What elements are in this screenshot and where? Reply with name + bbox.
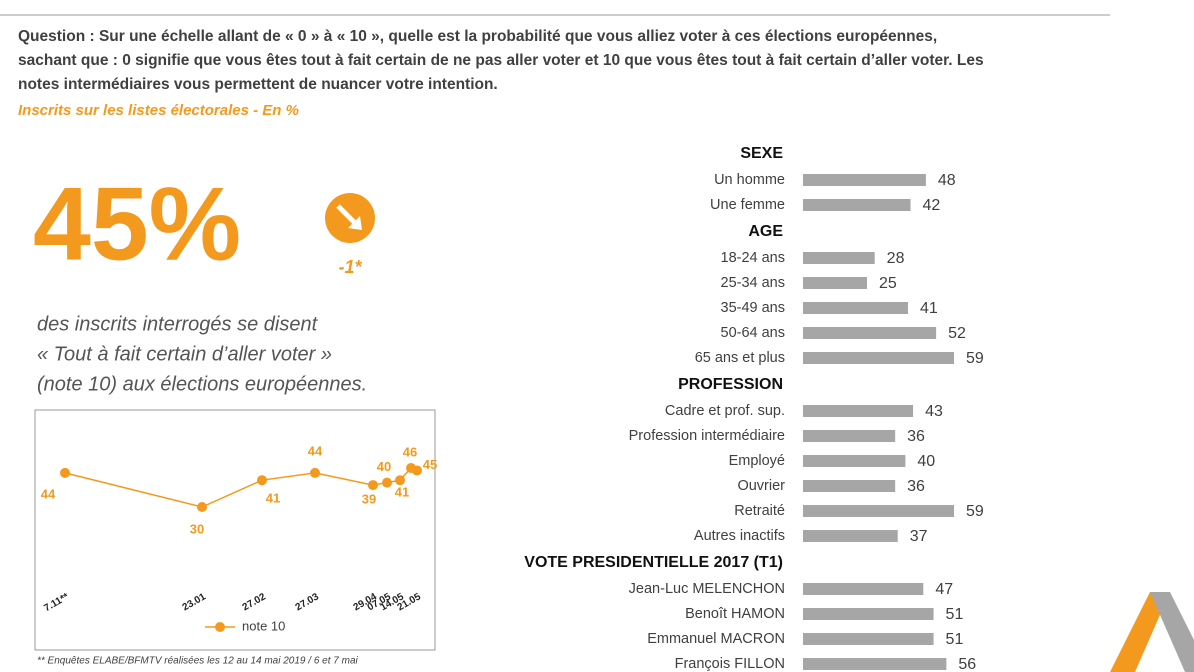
bar [803, 405, 914, 417]
legend-label: note 10 [242, 618, 285, 633]
headline-change: -1* [338, 257, 362, 277]
value-label: 59 [966, 350, 984, 367]
value-label: 48 [938, 172, 956, 189]
footnote: ** Enquêtes ELABE/BFMTV réalisées les 12… [37, 656, 359, 667]
value-label: 52 [948, 325, 966, 342]
logo [1110, 592, 1194, 672]
point [412, 465, 422, 476]
data-label: 40 [377, 459, 391, 474]
category-label: Retraité [734, 503, 785, 519]
bar [803, 608, 934, 620]
bar [803, 199, 911, 211]
category-label: Employé [729, 453, 785, 469]
headline-value: 45% [33, 166, 241, 282]
question-line: Question : Sur une échelle allant de « 0… [18, 28, 937, 45]
x-tick-label: 27.02 [241, 591, 269, 613]
group-header: SEXE [740, 145, 783, 162]
value-label: 36 [907, 478, 925, 495]
category-label: Profession intermédiaire [629, 428, 785, 444]
data-label: 41 [266, 491, 280, 506]
x-tick-label: 23.01 [181, 591, 209, 613]
x-tick-label: 7.11** [42, 591, 71, 614]
value-label: 40 [917, 453, 935, 470]
bar [803, 252, 875, 264]
statement-line: (note 10) aux élections européennes. [37, 373, 367, 395]
value-label: 36 [907, 428, 925, 445]
bar [803, 658, 947, 670]
category-label: 50-64 ans [721, 325, 786, 341]
bar [803, 530, 898, 542]
bar [803, 302, 908, 314]
bar [803, 633, 934, 645]
category-label: 18-24 ans [721, 250, 786, 266]
data-label: 41 [395, 485, 409, 500]
point [382, 477, 392, 488]
trend-icon [325, 193, 375, 243]
category-label: 35-49 ans [721, 300, 786, 316]
category-label: Cadre et prof. sup. [665, 403, 785, 419]
line-chart-frame [34, 409, 436, 651]
value-label: 47 [935, 581, 953, 598]
point [197, 502, 207, 512]
bar [803, 352, 955, 364]
statement-line: « Tout à fait certain d’aller voter » [37, 343, 332, 365]
group-header: VOTE PRESIDENTIELLE 2017 (T1) [524, 554, 783, 571]
value-label: 59 [966, 503, 984, 520]
point [368, 480, 378, 491]
category-label: Autres inactifs [694, 528, 785, 544]
category-label: Un homme [714, 172, 785, 188]
point [60, 467, 70, 478]
data-label: 44 [41, 486, 56, 501]
bar [803, 174, 926, 186]
value-label: 51 [946, 606, 964, 623]
value-label: 56 [958, 656, 976, 672]
bar [803, 480, 896, 492]
category-label: Une femme [710, 197, 785, 213]
data-label: 39 [362, 492, 376, 507]
bar [803, 277, 867, 289]
group-header: AGE [748, 223, 783, 240]
bar [803, 430, 896, 442]
point [395, 475, 405, 486]
data-label: 44 [308, 443, 323, 458]
category-label: Benoît HAMON [685, 606, 785, 622]
data-label: 45 [423, 457, 437, 472]
category-label: 65 ans et plus [695, 350, 785, 366]
category-label: Jean-Luc MELENCHON [629, 581, 785, 597]
question-line: notes intermédiaires vous permettent de … [18, 76, 498, 93]
data-label: 30 [190, 521, 204, 536]
group-header: PROFESSION [678, 376, 783, 393]
point [310, 467, 320, 478]
x-tick-label: 27.03 [294, 591, 322, 613]
category-label: Emmanuel MACRON [647, 631, 785, 647]
question-line: sachant que : 0 signifie que vous êtes t… [18, 52, 984, 69]
point [257, 475, 267, 486]
value-label: 41 [920, 300, 938, 317]
value-label: 43 [925, 403, 943, 420]
subtitle: Inscrits sur les listes électorales - En… [18, 102, 299, 119]
category-label: François FILLON [675, 656, 785, 672]
bar [803, 583, 924, 595]
statement-line: des inscrits interrogés se disent [37, 313, 319, 335]
category-label: 25-34 ans [721, 275, 786, 291]
bar [803, 505, 955, 517]
value-label: 37 [910, 528, 928, 545]
value-label: 51 [946, 631, 964, 648]
value-label: 25 [879, 275, 897, 292]
legend-marker [215, 622, 225, 632]
value-label: 28 [887, 250, 905, 267]
bar [803, 455, 906, 467]
value-label: 42 [923, 197, 941, 214]
data-label: 46 [403, 444, 417, 459]
bar [803, 327, 937, 339]
category-label: Ouvrier [737, 478, 785, 494]
